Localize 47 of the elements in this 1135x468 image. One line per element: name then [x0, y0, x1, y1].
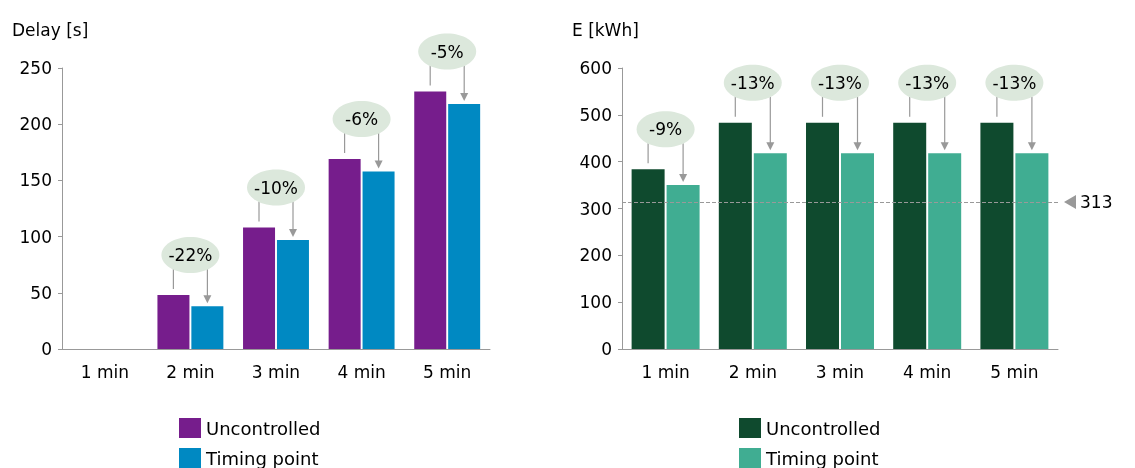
annotation: -9%	[649, 119, 683, 140]
x-tick-label: 2 min	[166, 361, 215, 382]
y-tick-label: 200	[19, 114, 52, 135]
bar	[414, 91, 447, 349]
annotation: -13%	[818, 72, 862, 93]
bar	[276, 239, 309, 349]
x-tick-label: 4 min	[337, 361, 386, 382]
legend-label: Uncontrolled	[206, 417, 321, 439]
y-tick-label: 50	[30, 282, 52, 303]
annotation: -13%	[992, 72, 1037, 93]
annotation: -10%	[254, 177, 298, 198]
y-axis-title: Delay [s]	[12, 19, 89, 40]
annotation: -5%	[430, 41, 464, 62]
y-axis-title: E [kWh]	[572, 19, 639, 40]
x-tick-label: 4 min	[903, 361, 952, 382]
bar	[362, 171, 395, 349]
bar	[191, 306, 224, 349]
y-tick-label: 0	[41, 339, 52, 359]
x-tick-label: 5 min	[990, 361, 1039, 382]
annotation: -13%	[730, 72, 775, 93]
legend-label: Timing point	[765, 447, 879, 468]
x-tick-label: 3 min	[251, 361, 301, 382]
legend-label: Uncontrolled	[766, 417, 881, 439]
y-tick-label: 400	[579, 151, 612, 172]
y-tick-label: 0	[601, 339, 612, 359]
x-tick-label: 3 min	[815, 361, 865, 382]
y-tick-label: 100	[579, 292, 612, 313]
x-tick-label: 1 min	[641, 361, 690, 382]
y-tick-label: 600	[579, 58, 612, 78]
annotation: -13%	[905, 72, 950, 93]
x-tick-label: 5 min	[423, 361, 472, 382]
legend-label: Timing point	[205, 447, 319, 468]
bar	[448, 103, 481, 349]
annotation: -6%	[345, 109, 379, 130]
x-tick-label: 1 min	[80, 361, 129, 382]
y-tick-label: 200	[579, 245, 612, 266]
y-tick-label: 100	[19, 226, 52, 247]
bar	[157, 295, 190, 349]
bar	[328, 159, 361, 349]
x-tick-label: 2 min	[728, 361, 777, 382]
ref-line-label: 313	[1080, 192, 1113, 213]
y-tick-label: 150	[19, 170, 52, 191]
y-tick-label: 300	[579, 198, 612, 219]
bar	[243, 227, 276, 349]
y-tick-label: 500	[579, 104, 612, 125]
y-tick-label: 250	[19, 58, 52, 78]
annotation: -22%	[168, 245, 213, 266]
